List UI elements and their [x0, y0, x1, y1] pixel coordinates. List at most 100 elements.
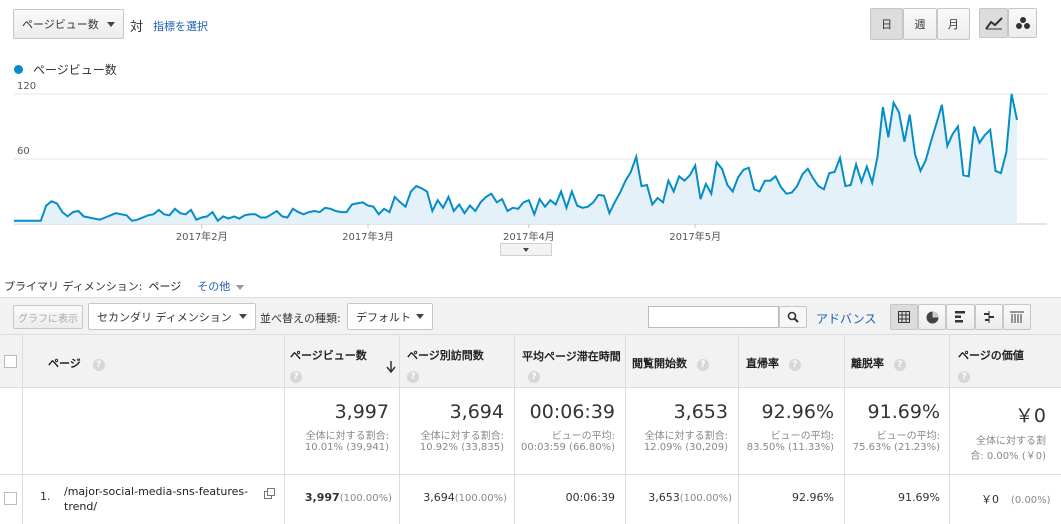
row-page-link[interactable]: /major-social-media-sns-features- trend/ — [64, 485, 249, 513]
chart-type-toggle — [979, 8, 1037, 38]
primary-dimension-label: プライマリ ディメンション: — [4, 280, 143, 293]
chevron-down-icon — [523, 247, 529, 252]
search-button[interactable] — [779, 306, 807, 328]
line-chart-button[interactable] — [979, 8, 1008, 38]
pivot-view-button[interactable] — [1002, 304, 1032, 330]
table-totals-row — [0, 388, 1061, 475]
table-view-button[interactable] — [890, 304, 919, 330]
header-unique-pageviews[interactable]: ページ別訪問数 ? — [407, 349, 484, 383]
data-table: ページ ? ページビュー数 ? ページ別訪問数 ? 平均ページ滞在時間 ? 閲覧… — [0, 335, 1061, 524]
period-week-button[interactable]: 週 — [903, 8, 937, 40]
column-divider — [949, 335, 950, 524]
row-page-value: ￥0 (0.00%) — [981, 493, 1051, 506]
period-month-button[interactable]: 月 — [936, 8, 970, 40]
total-exit-rate: 91.69% ビューの平均: 75.63% (21.23%) — [852, 401, 940, 453]
pivot-icon — [1009, 311, 1024, 323]
comparison-view-button[interactable] — [974, 304, 1003, 330]
metric-select[interactable]: ページビュー数 — [13, 9, 124, 39]
search-input[interactable] — [648, 306, 779, 328]
view-toggle — [890, 304, 1032, 330]
chevron-down-icon — [239, 314, 247, 319]
total-page-value: ￥0 全体に対する割 合: 0.00% (￥0) — [970, 405, 1046, 462]
chevron-down-icon — [107, 21, 115, 27]
pageviews-chart: 60 120 2017年2月 2017年3月 2017年4月 2017年5月 — [14, 81, 1047, 243]
total-bounce-rate: 92.96% ビューの平均: 83.50% (11.33%) — [746, 401, 834, 453]
header-bounce-rate[interactable]: 直帰率 ? — [746, 355, 801, 371]
row-pageviews: 3,997(100.00%) — [304, 491, 392, 504]
total-entrances: 3,653 全体に対する割合: 12.09% (30,209) — [643, 401, 728, 453]
external-link-icon[interactable] — [264, 488, 275, 499]
other-dimension-link[interactable]: その他 — [197, 278, 244, 294]
motion-chart-button[interactable] — [1008, 8, 1037, 38]
help-icon[interactable]: ? — [407, 371, 419, 383]
pie-view-button[interactable] — [918, 304, 947, 330]
x-tick-label: 2017年2月 — [176, 230, 228, 243]
pie-chart-icon — [926, 311, 939, 323]
column-divider — [284, 335, 285, 524]
series-area — [14, 94, 1017, 224]
chevron-down-icon — [416, 314, 424, 319]
metric-select-label: ページビュー数 — [22, 18, 99, 31]
help-icon[interactable]: ? — [92, 359, 105, 371]
column-divider — [514, 335, 515, 524]
column-divider — [738, 335, 739, 524]
plot-rows-button[interactable]: グラフに表示 — [13, 305, 83, 329]
column-divider — [625, 335, 626, 524]
bubble-chart-icon — [1015, 17, 1030, 29]
header-page[interactable]: ページ ? — [48, 355, 105, 371]
x-tick-label: 2017年3月 — [342, 230, 394, 243]
period-toggle: 日 週 月 — [870, 8, 970, 40]
grid-icon — [898, 311, 911, 323]
line-chart-icon — [984, 17, 1003, 30]
select-metric-link[interactable]: 指標を選択 — [153, 20, 208, 33]
comparison-icon — [983, 311, 994, 323]
advanced-link[interactable]: アドバンス — [816, 312, 877, 326]
column-divider — [844, 335, 845, 524]
secondary-dimension-select[interactable]: セカンダリ ディメンション — [88, 303, 256, 330]
vs-label: 対 — [130, 20, 144, 35]
table-row: 1. /major-social-media-sns-features- tre… — [0, 475, 1061, 524]
primary-dimension-value: ページ — [148, 280, 182, 293]
row-bounce-rate: 92.96% — [792, 491, 834, 504]
chart-collapse-handle[interactable] — [500, 243, 552, 256]
help-icon[interactable]: ? — [528, 371, 540, 383]
header-pageviews[interactable]: ページビュー数 ? — [290, 347, 396, 383]
sort-label: 並べ替えの種類: — [260, 312, 341, 325]
row-checkbox[interactable] — [4, 492, 17, 505]
total-unique-pageviews: 3,694 全体に対する割合: 10.92% (33,835) — [419, 401, 504, 453]
help-icon[interactable]: ? — [958, 371, 970, 383]
select-all-checkbox[interactable] — [4, 355, 17, 368]
x-tick-label: 2017年4月 — [503, 230, 555, 243]
row-index: 1. — [40, 490, 51, 503]
search-icon — [787, 311, 799, 323]
header-entrances[interactable]: 閲覧開始数 ? — [632, 355, 709, 371]
help-icon[interactable]: ? — [788, 359, 801, 371]
column-divider — [399, 335, 400, 524]
y-tick-label: 120 — [17, 81, 36, 92]
dimension-bar: プライマリ ディメンション: ページ その他 — [4, 278, 244, 294]
series-line — [14, 93, 1018, 223]
legend-series-label: ページビュー数 — [33, 63, 117, 77]
header-page-value[interactable]: ページの価値 ? — [958, 349, 1024, 383]
help-icon[interactable]: ? — [696, 359, 709, 371]
help-icon[interactable]: ? — [893, 359, 906, 371]
chevron-down-icon — [235, 285, 244, 290]
bar-chart-icon — [954, 311, 965, 323]
y-tick-label: 60 — [17, 146, 30, 157]
row-unique-pageviews: 3,694(100.00%) — [423, 491, 507, 504]
total-avg-time: 00:06:39 ビューの平均: 00:03:59 (66.80%) — [520, 401, 615, 453]
period-day-button[interactable]: 日 — [870, 8, 904, 40]
help-icon[interactable]: ? — [290, 371, 302, 383]
row-exit-rate: 91.69% — [898, 491, 940, 504]
header-exit-rate[interactable]: 離脱率 ? — [851, 355, 906, 371]
sort-arrow-icon — [386, 361, 396, 373]
row-avg-time: 00:06:39 — [565, 491, 615, 504]
performance-view-button[interactable] — [946, 304, 975, 330]
row-entrances: 3,653(100.00%) — [648, 491, 732, 504]
legend-dot-icon — [14, 65, 23, 74]
total-pageviews: 3,997 全体に対する割合: 10.01% (39,941) — [304, 401, 389, 453]
column-divider — [22, 335, 23, 524]
header-avg-time[interactable]: 平均ページ滞在時間 ? — [522, 350, 621, 383]
sort-select[interactable]: デフォルト — [347, 303, 433, 330]
x-tick-label: 2017年5月 — [669, 230, 721, 243]
